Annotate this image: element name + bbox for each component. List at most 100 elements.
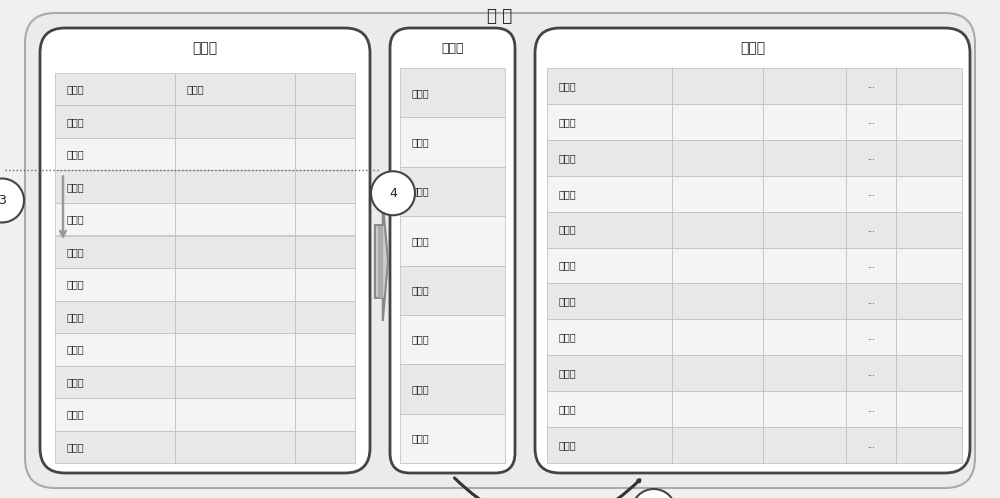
Bar (547, 212, 672, 248)
Bar (175, 366, 295, 398)
Bar (547, 140, 672, 176)
Text: 有效页: 有效页 (67, 182, 85, 192)
Bar (763, 283, 846, 319)
Text: 有效页: 有效页 (559, 225, 577, 235)
Bar (400, 167, 505, 216)
Bar (175, 138, 295, 170)
Bar (175, 300, 295, 333)
Bar (896, 283, 962, 319)
Bar (896, 427, 962, 463)
Bar (55, 300, 175, 333)
Bar (295, 236, 355, 268)
FancyBboxPatch shape (40, 28, 370, 473)
Text: 有效页: 有效页 (67, 149, 85, 159)
Text: 有效页: 有效页 (412, 433, 430, 443)
Bar (175, 203, 295, 236)
Text: 有效页: 有效页 (559, 153, 577, 163)
Bar (672, 176, 763, 212)
Bar (547, 427, 672, 463)
Bar (175, 430, 295, 463)
Bar (672, 283, 763, 319)
Text: 数据区: 数据区 (740, 41, 765, 55)
Bar (846, 355, 896, 391)
Text: 空白页: 空白页 (559, 368, 577, 378)
Bar (175, 333, 295, 366)
Text: 暂存区: 暂存区 (441, 41, 464, 54)
Bar (400, 265, 505, 315)
Bar (846, 68, 896, 104)
Text: ...: ... (867, 333, 875, 342)
Bar (672, 319, 763, 355)
Text: 有效页: 有效页 (187, 84, 205, 94)
Bar (896, 391, 962, 427)
Bar (846, 176, 896, 212)
Bar (547, 283, 672, 319)
Bar (55, 106, 175, 138)
Bar (763, 68, 846, 104)
Text: 有效页: 有效页 (67, 84, 85, 94)
Bar (55, 203, 175, 236)
Text: 有效页: 有效页 (559, 117, 577, 127)
Polygon shape (375, 202, 388, 321)
Bar (763, 104, 846, 140)
Text: 系统区: 系统区 (192, 41, 218, 55)
Bar (846, 212, 896, 248)
Text: ...: ... (867, 405, 875, 414)
Bar (400, 216, 505, 265)
Bar (896, 212, 962, 248)
Bar (175, 398, 295, 430)
Bar (763, 176, 846, 212)
Text: 有效页: 有效页 (412, 285, 430, 295)
FancyBboxPatch shape (25, 13, 975, 488)
Bar (846, 319, 896, 355)
Bar (175, 268, 295, 300)
Text: ...: ... (867, 369, 875, 377)
Bar (295, 398, 355, 430)
Bar (763, 140, 846, 176)
Bar (547, 355, 672, 391)
Text: 闪 存: 闪 存 (487, 7, 513, 25)
Bar (55, 170, 175, 203)
Bar (672, 212, 763, 248)
Bar (846, 140, 896, 176)
Bar (55, 236, 175, 268)
Bar (175, 236, 295, 268)
Bar (295, 106, 355, 138)
Text: ...: ... (867, 225, 875, 234)
Text: 有效页: 有效页 (559, 332, 577, 342)
Text: 3: 3 (0, 194, 6, 207)
Bar (763, 212, 846, 248)
Text: 有效页: 有效页 (559, 81, 577, 91)
Bar (295, 333, 355, 366)
Bar (175, 106, 295, 138)
Bar (672, 427, 763, 463)
Bar (400, 118, 505, 167)
Text: ...: ... (867, 441, 875, 450)
Bar (55, 268, 175, 300)
Bar (295, 138, 355, 170)
Bar (400, 315, 505, 364)
Bar (672, 104, 763, 140)
Bar (547, 104, 672, 140)
Bar (547, 248, 672, 283)
Text: 有效页: 有效页 (67, 312, 85, 322)
Bar (896, 355, 962, 391)
Text: 无效页: 无效页 (67, 247, 85, 257)
Bar (846, 248, 896, 283)
FancyArrowPatch shape (454, 478, 640, 498)
Bar (846, 283, 896, 319)
Circle shape (0, 178, 24, 223)
Bar (295, 170, 355, 203)
Bar (846, 427, 896, 463)
Circle shape (371, 171, 415, 215)
Text: 空白页: 空白页 (559, 440, 577, 450)
Bar (295, 268, 355, 300)
Bar (896, 319, 962, 355)
Bar (763, 248, 846, 283)
Bar (846, 391, 896, 427)
FancyBboxPatch shape (535, 28, 970, 473)
Text: 无效页: 无效页 (67, 377, 85, 387)
Text: ...: ... (867, 118, 875, 126)
Bar (763, 391, 846, 427)
Bar (896, 248, 962, 283)
